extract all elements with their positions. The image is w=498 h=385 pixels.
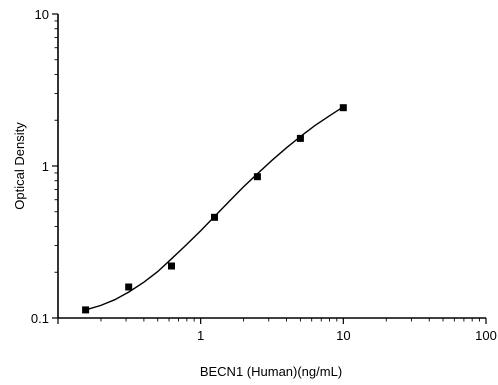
fit-curve [85,106,344,311]
x-tick-label: 100 [475,328,497,343]
x-axis-label: BECN1 (Human)(ng/mL) [200,364,342,379]
x-tick-label: 10 [336,328,350,343]
y-axis-label: Optical Density [12,122,27,210]
y-tick-label: 1 [42,159,49,174]
data-point [253,173,261,181]
data-point [339,104,347,112]
x-tick-label: 1 [197,328,204,343]
tick-labels: 1 10 100 0.1 1 10 [31,7,497,343]
y-tick-label: 10 [35,7,49,22]
data-point [211,213,218,221]
axes [57,14,486,319]
data-points [82,104,347,314]
data-point [82,306,90,314]
data-point [296,134,304,142]
data-point [125,283,133,291]
ticks [52,13,487,324]
data-point [168,262,175,270]
y-tick-label: 0.1 [31,311,49,326]
